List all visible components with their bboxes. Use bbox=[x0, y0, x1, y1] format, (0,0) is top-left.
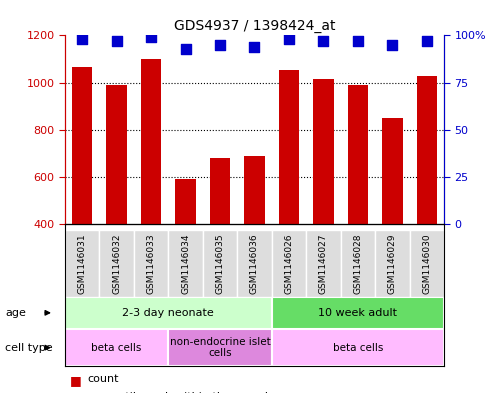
Text: 2-3 day neonate: 2-3 day neonate bbox=[122, 308, 214, 318]
Bar bbox=[313, 79, 334, 224]
Point bbox=[216, 42, 224, 48]
Text: GSM1146036: GSM1146036 bbox=[250, 233, 259, 294]
Bar bbox=[134, 230, 168, 297]
Title: GDS4937 / 1398424_at: GDS4937 / 1398424_at bbox=[174, 19, 335, 33]
Bar bbox=[306, 230, 341, 297]
Bar bbox=[141, 59, 161, 224]
Bar bbox=[278, 70, 299, 224]
Text: percentile rank within the sample: percentile rank within the sample bbox=[87, 392, 275, 393]
Bar bbox=[272, 230, 306, 297]
Point bbox=[423, 38, 431, 44]
Point bbox=[78, 36, 86, 42]
Text: ■: ■ bbox=[70, 392, 82, 393]
Text: GSM1146029: GSM1146029 bbox=[388, 233, 397, 294]
Point bbox=[319, 38, 327, 44]
Text: GSM1146033: GSM1146033 bbox=[147, 233, 156, 294]
Bar bbox=[65, 329, 168, 366]
Text: GSM1146027: GSM1146027 bbox=[319, 233, 328, 294]
Text: count: count bbox=[87, 374, 119, 384]
Bar bbox=[382, 118, 403, 224]
Text: GSM1146035: GSM1146035 bbox=[216, 233, 225, 294]
Text: GSM1146032: GSM1146032 bbox=[112, 233, 121, 294]
Text: beta cells: beta cells bbox=[91, 343, 142, 353]
Bar bbox=[244, 156, 265, 224]
Text: 10 week adult: 10 week adult bbox=[318, 308, 397, 318]
Text: non-endocrine islet
cells: non-endocrine islet cells bbox=[170, 337, 270, 358]
Point bbox=[113, 38, 121, 44]
Bar bbox=[106, 85, 127, 224]
Bar bbox=[65, 297, 272, 329]
Text: ■: ■ bbox=[70, 374, 82, 387]
Text: cell type: cell type bbox=[5, 343, 52, 353]
Text: age: age bbox=[5, 308, 26, 318]
Bar bbox=[348, 85, 368, 224]
Bar bbox=[168, 329, 272, 366]
Point bbox=[285, 36, 293, 42]
Point bbox=[147, 34, 155, 40]
Point bbox=[182, 46, 190, 52]
Bar bbox=[168, 230, 203, 297]
Bar bbox=[417, 76, 437, 224]
Text: GSM1146030: GSM1146030 bbox=[422, 233, 431, 294]
Text: GSM1146026: GSM1146026 bbox=[284, 233, 293, 294]
Bar bbox=[410, 230, 444, 297]
Text: GSM1146034: GSM1146034 bbox=[181, 233, 190, 294]
Bar bbox=[203, 230, 237, 297]
Bar bbox=[272, 297, 444, 329]
Bar bbox=[99, 230, 134, 297]
Point bbox=[250, 44, 258, 50]
Bar bbox=[65, 230, 99, 297]
Point bbox=[354, 38, 362, 44]
Bar bbox=[341, 230, 375, 297]
Bar bbox=[210, 158, 231, 224]
Point bbox=[388, 42, 396, 48]
Bar bbox=[175, 179, 196, 224]
Bar bbox=[375, 230, 410, 297]
Bar bbox=[237, 230, 272, 297]
Bar bbox=[72, 67, 92, 224]
Text: GSM1146028: GSM1146028 bbox=[353, 233, 362, 294]
Text: GSM1146031: GSM1146031 bbox=[78, 233, 87, 294]
Bar bbox=[272, 329, 444, 366]
Text: beta cells: beta cells bbox=[333, 343, 383, 353]
